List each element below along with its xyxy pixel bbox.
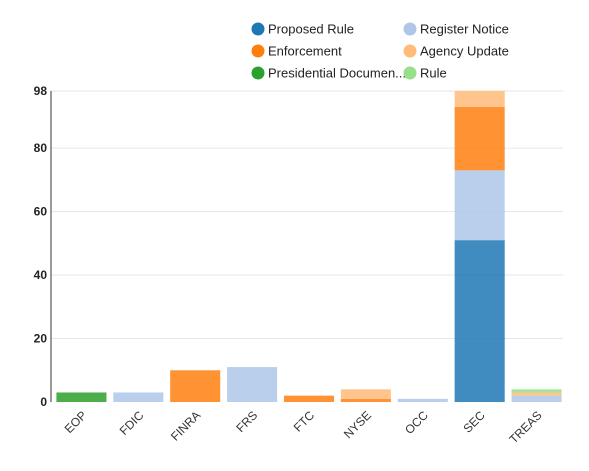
bar-finra-enforcement[interactable] — [170, 370, 221, 402]
x-tick-label: OCC — [402, 408, 431, 437]
bar-group-fdic — [113, 392, 164, 402]
legend-item-register-notice[interactable]: Register Notice — [403, 22, 509, 37]
x-tick-label: EOP — [62, 408, 90, 436]
bars — [56, 91, 562, 402]
bar-ftc-enforcement[interactable] — [283, 395, 335, 402]
bar-group-treas — [511, 389, 562, 402]
legend-label: Proposed Rule — [268, 22, 354, 37]
x-tick-label: FINRA — [168, 408, 203, 443]
y-tick-label: 60 — [34, 205, 48, 219]
x-tick-label: FDIC — [117, 408, 147, 438]
bar-group-nyse — [340, 389, 391, 402]
legend: Proposed Rule Register Notice Enforcement A… — [251, 22, 509, 81]
legend-swatch — [251, 44, 265, 58]
legend-item-presidential-documen[interactable]: Presidential Documen... — [251, 66, 407, 81]
bar-occ-register-notice[interactable] — [397, 398, 448, 402]
legend-item-proposed-rule[interactable]: Proposed Rule — [251, 22, 355, 37]
bar-treas-rule[interactable] — [511, 389, 562, 393]
bar-group-frs — [227, 367, 278, 402]
bar-sec-proposed-rule[interactable] — [454, 240, 505, 402]
legend-swatch — [403, 44, 417, 58]
legend-swatch — [403, 22, 417, 36]
legend-item-agency-update[interactable]: Agency Update — [403, 44, 509, 59]
bar-group-finra — [170, 370, 221, 402]
bar-treas-agency-update[interactable] — [511, 392, 562, 396]
legend-label: Presidential Documen... — [268, 66, 406, 81]
y-tick-label: 0 — [40, 395, 47, 409]
bar-sec-enforcement[interactable] — [454, 106, 505, 171]
x-tick-label: NYSE — [341, 408, 374, 441]
bar-group-eop — [56, 392, 107, 402]
bar-group-ftc — [283, 395, 335, 402]
bar-sec-agency-update[interactable] — [454, 91, 505, 107]
legend-item-enforcement[interactable]: Enforcement — [251, 44, 343, 59]
bar-treas-register-notice[interactable] — [511, 395, 562, 402]
y-tick-label: 98 — [34, 84, 48, 98]
legend-label: Enforcement — [268, 44, 342, 59]
bar-sec-register-notice[interactable] — [454, 170, 505, 241]
y-tick-label: 20 — [34, 332, 48, 346]
legend-swatch — [251, 22, 265, 36]
x-tick-label: FTC — [291, 408, 318, 435]
legend-label: Rule — [420, 66, 447, 81]
legend-swatch — [403, 66, 417, 80]
y-tick-label: 40 — [34, 268, 48, 282]
x-tick-label: TREAS — [506, 408, 544, 446]
bar-nyse-enforcement[interactable] — [340, 398, 391, 402]
x-tick-label: SEC — [460, 408, 488, 436]
legend-label: Register Notice — [420, 22, 509, 37]
legend-label: Agency Update — [420, 44, 509, 59]
bar-group-sec — [454, 91, 505, 402]
x-tick-label: FRS — [233, 408, 260, 435]
y-tick-label: 80 — [34, 141, 48, 155]
bar-frs-register-notice[interactable] — [227, 367, 278, 402]
bar-nyse-agency-update[interactable] — [340, 389, 391, 399]
bar-eop-presidential-documen[interactable] — [56, 392, 107, 402]
legend-swatch — [251, 66, 265, 80]
legend-item-rule[interactable]: Rule — [403, 66, 447, 81]
bar-fdic-register-notice[interactable] — [113, 392, 164, 402]
bar-group-occ — [397, 398, 448, 402]
